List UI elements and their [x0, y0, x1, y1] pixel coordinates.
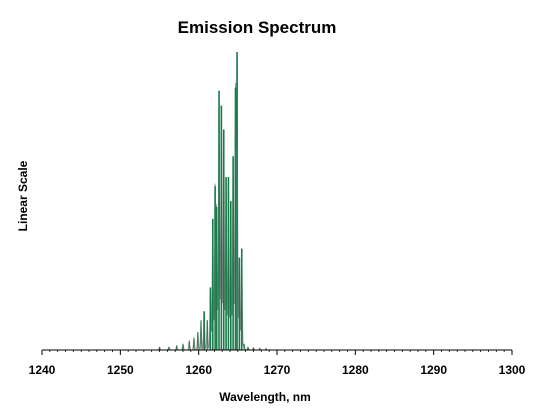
x-tick-label-1260: 1260	[185, 363, 212, 377]
x-tick-label-1290: 1290	[420, 363, 447, 377]
y-axis-label: Linear Scale	[16, 160, 30, 231]
x-tick-label-1300: 1300	[499, 363, 526, 377]
x-tick-label-1280: 1280	[342, 363, 369, 377]
x-tick-label-1250: 1250	[107, 363, 134, 377]
x-tick-label-1270: 1270	[264, 363, 291, 377]
chart-title: Emission Spectrum	[178, 18, 337, 37]
plot-area: 1240 1250 1260 1270 1280 1290 1300	[29, 51, 526, 377]
x-axis-label: Wavelength, nm	[219, 390, 311, 404]
spectrum-trace	[42, 51, 512, 351]
x-tick-label-1240: 1240	[29, 363, 56, 377]
